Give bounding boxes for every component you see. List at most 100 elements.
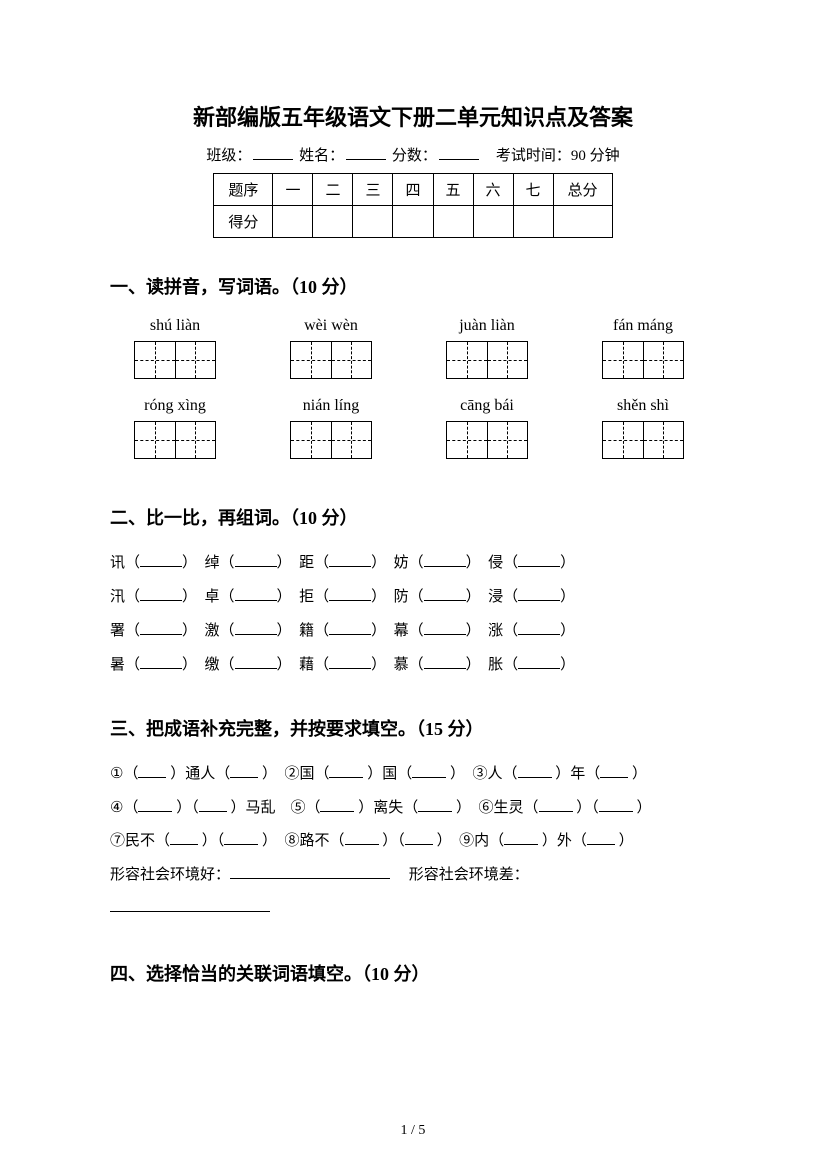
blank[interactable] bbox=[329, 668, 371, 669]
paren: ） bbox=[466, 589, 489, 605]
char: 籍（ bbox=[299, 623, 329, 639]
name-blank[interactable] bbox=[346, 159, 386, 160]
blank[interactable] bbox=[600, 777, 628, 778]
idiom-line: 形容社会环境好： 形容社会环境差： bbox=[110, 860, 716, 892]
score-blank[interactable] bbox=[439, 159, 479, 160]
pinyin-item: róng xìng bbox=[120, 397, 230, 459]
tian-box[interactable] bbox=[446, 341, 528, 379]
char: 涨（ bbox=[488, 623, 518, 639]
blank[interactable] bbox=[518, 600, 560, 601]
paren: ） bbox=[277, 657, 300, 673]
blank[interactable] bbox=[329, 566, 371, 567]
blank[interactable] bbox=[504, 844, 538, 845]
blank[interactable] bbox=[170, 844, 198, 845]
char: 绰（ bbox=[205, 555, 235, 571]
char: 慕（ bbox=[394, 657, 424, 673]
cell: 七 bbox=[513, 174, 553, 206]
blank[interactable] bbox=[138, 811, 172, 812]
blank[interactable] bbox=[230, 878, 390, 879]
cell-input[interactable] bbox=[513, 206, 553, 238]
blank[interactable] bbox=[518, 668, 560, 669]
blank[interactable] bbox=[424, 566, 466, 567]
cell-input[interactable] bbox=[273, 206, 313, 238]
blank[interactable] bbox=[518, 777, 552, 778]
blank[interactable] bbox=[405, 844, 433, 845]
cell-input[interactable] bbox=[553, 206, 612, 238]
blank[interactable] bbox=[235, 634, 277, 635]
tian-box[interactable] bbox=[290, 341, 372, 379]
class-label: 班级： bbox=[206, 148, 251, 164]
paren: ） bbox=[371, 657, 394, 673]
compare-line: 署（） 激（） 籍（） 幕（） 涨（） bbox=[110, 616, 716, 646]
cell-label: 得分 bbox=[214, 206, 273, 238]
char: 胀（ bbox=[488, 657, 518, 673]
cell-input[interactable] bbox=[393, 206, 433, 238]
blank[interactable] bbox=[230, 777, 258, 778]
section2-title: 二、比一比，再组词。（10 分） bbox=[110, 504, 716, 530]
tian-box[interactable] bbox=[134, 341, 216, 379]
pinyin-item: shěn shì bbox=[588, 397, 698, 459]
pinyin-text: fán máng bbox=[588, 317, 698, 335]
char: 讯（ bbox=[110, 555, 140, 571]
paren: ） bbox=[560, 623, 575, 639]
blank[interactable] bbox=[140, 566, 182, 567]
char: 卓（ bbox=[205, 589, 235, 605]
cell-input[interactable] bbox=[313, 206, 353, 238]
blank[interactable] bbox=[539, 811, 573, 812]
blank[interactable] bbox=[518, 566, 560, 567]
char: 激（ bbox=[205, 623, 235, 639]
blank[interactable] bbox=[518, 634, 560, 635]
tian-box[interactable] bbox=[134, 421, 216, 459]
cell: 六 bbox=[473, 174, 513, 206]
blank[interactable] bbox=[199, 811, 227, 812]
blank[interactable] bbox=[235, 566, 277, 567]
name-label: 姓名： bbox=[299, 148, 344, 164]
section3-title: 三、把成语补充完整，并按要求填空。（15 分） bbox=[110, 715, 716, 741]
blank[interactable] bbox=[138, 777, 166, 778]
tian-box[interactable] bbox=[602, 421, 684, 459]
paren: ） bbox=[182, 657, 205, 673]
tian-box[interactable] bbox=[290, 421, 372, 459]
compare-lines: 讯（） 绰（） 距（） 妨（） 侵（）汛（） 卓（） 拒（） 防（） 浸（）署（… bbox=[110, 548, 716, 680]
blank[interactable] bbox=[424, 668, 466, 669]
tian-box[interactable] bbox=[602, 341, 684, 379]
idiom-line: ⑦民不（ ）（ ） ⑧路不（ ）（ ） ⑨内（ ）外（ ） bbox=[110, 826, 716, 858]
char: 防（ bbox=[394, 589, 424, 605]
cell-input[interactable] bbox=[433, 206, 473, 238]
tian-box[interactable] bbox=[446, 421, 528, 459]
paren: ） bbox=[371, 555, 394, 571]
blank[interactable] bbox=[235, 600, 277, 601]
blank[interactable] bbox=[140, 600, 182, 601]
cell-input[interactable] bbox=[353, 206, 393, 238]
score-label: 分数： bbox=[392, 148, 437, 164]
blank[interactable] bbox=[412, 777, 446, 778]
blank[interactable] bbox=[587, 844, 615, 845]
blank[interactable] bbox=[140, 668, 182, 669]
score-table: 题序 一 二 三 四 五 六 七 总分 得分 bbox=[213, 173, 612, 238]
blank[interactable] bbox=[599, 811, 633, 812]
pinyin-item: nián líng bbox=[276, 397, 386, 459]
compare-line: 暑（） 缴（） 藉（） 慕（） 胀（） bbox=[110, 650, 716, 680]
blank[interactable] bbox=[424, 600, 466, 601]
pinyin-text: shú liàn bbox=[120, 317, 230, 335]
blank[interactable] bbox=[235, 668, 277, 669]
blank[interactable] bbox=[329, 777, 363, 778]
char: 距（ bbox=[299, 555, 329, 571]
idiom-line: ①（ ）通人（ ） ②国（ ）国（ ） ③人（ ）年（ ） bbox=[110, 759, 716, 791]
page-number: 1 / 5 bbox=[0, 1123, 826, 1139]
blank[interactable] bbox=[418, 811, 452, 812]
blank[interactable] bbox=[329, 600, 371, 601]
blank[interactable] bbox=[320, 811, 354, 812]
blank[interactable] bbox=[224, 844, 258, 845]
blank[interactable] bbox=[345, 844, 379, 845]
pinyin-item: cāng bái bbox=[432, 397, 542, 459]
cell-input[interactable] bbox=[473, 206, 513, 238]
blank[interactable] bbox=[110, 911, 270, 912]
class-blank[interactable] bbox=[253, 159, 293, 160]
blank[interactable] bbox=[140, 634, 182, 635]
blank[interactable] bbox=[424, 634, 466, 635]
table-row: 题序 一 二 三 四 五 六 七 总分 bbox=[214, 174, 612, 206]
blank[interactable] bbox=[329, 634, 371, 635]
pinyin-text: cāng bái bbox=[432, 397, 542, 415]
pinyin-text: róng xìng bbox=[120, 397, 230, 415]
